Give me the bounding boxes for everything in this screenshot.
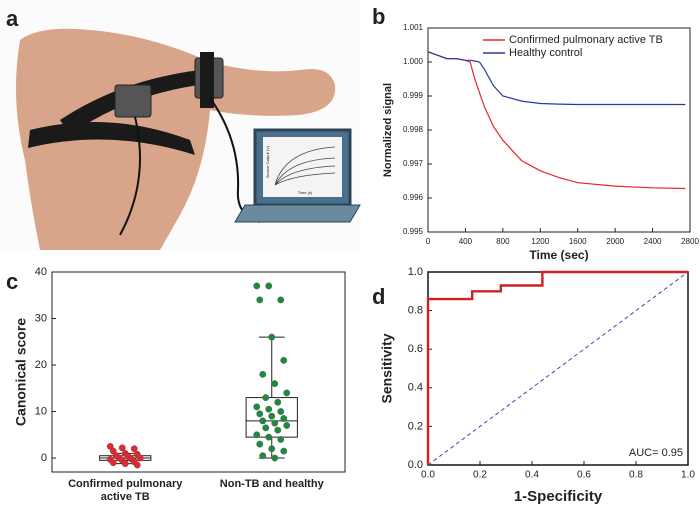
screen-y-label: Sensor Output (V): [265, 145, 270, 178]
x-tick-label: 0: [426, 237, 431, 246]
data-point: [118, 444, 126, 452]
data-point: [265, 433, 273, 441]
y-tick-label: 0: [41, 452, 47, 464]
data-point: [259, 452, 267, 460]
legend-label: Healthy control: [509, 47, 582, 59]
x-tick-label: 1.0: [681, 470, 695, 481]
data-point: [259, 370, 267, 378]
data-point: [265, 282, 273, 290]
category-label: Non-TB and healthy: [219, 478, 324, 490]
y-tick-label: 10: [35, 405, 47, 417]
y-tick-label: 40: [35, 266, 47, 278]
data-point: [259, 417, 267, 425]
data-point: [130, 445, 138, 453]
y-axis-label: Canonical score: [13, 318, 29, 426]
data-point: [274, 398, 282, 406]
data-point: [280, 356, 288, 364]
y-tick-label: 0.8: [408, 305, 423, 317]
reference-diagonal: [427, 271, 689, 466]
x-tick-label: 2400: [644, 237, 662, 246]
data-point: [271, 419, 279, 427]
y-tick-label: 0.6: [408, 343, 423, 355]
x-tick-label: 0.4: [525, 470, 539, 481]
data-point: [109, 459, 117, 467]
series-line: [427, 51, 686, 106]
data-point: [133, 461, 141, 469]
y-tick-label: 30: [35, 312, 47, 324]
x-tick-label: 800: [496, 237, 510, 246]
data-point: [253, 282, 261, 290]
annotation: AUC= 0.95: [629, 447, 683, 459]
data-point: [277, 436, 285, 443]
data-point: [256, 410, 264, 418]
x-tick-label: 1200: [531, 237, 549, 246]
x-tick-label: 0.8: [629, 470, 643, 481]
x-tick-label: 0.0: [421, 470, 435, 481]
panel-label: d: [372, 284, 385, 309]
y-tick-label: 20: [35, 359, 47, 371]
y-tick-label: 0.2: [408, 420, 423, 432]
y-tick-label: 0.995: [403, 227, 424, 236]
data-point: [253, 431, 261, 439]
y-tick-label: 1.0: [408, 266, 423, 278]
screen-x-label: Time (s): [298, 190, 313, 195]
panel-label: b: [372, 4, 385, 29]
data-point: [268, 445, 276, 453]
panel-label: c: [6, 269, 18, 294]
data-point: [262, 424, 270, 432]
plot-frame: [51, 271, 346, 473]
data-point: [256, 440, 264, 448]
y-tick-label: 0.4: [408, 382, 423, 394]
y-tick-label: 1.000: [403, 57, 424, 66]
data-point: [271, 454, 279, 462]
x-axis-label: 1-Specificity: [514, 488, 603, 505]
data-point: [277, 408, 285, 415]
data-point: [283, 389, 291, 397]
data-point: [283, 422, 291, 429]
panel-label: a: [6, 6, 19, 31]
data-point: [280, 415, 288, 422]
data-point: [256, 296, 264, 304]
data-point: [136, 454, 144, 462]
legend-label: Confirmed pulmonary active TB: [509, 34, 663, 46]
y-tick-label: 0.997: [403, 159, 424, 168]
x-tick-label: 2800: [681, 237, 699, 246]
y-tick-label: 0.998: [403, 125, 424, 134]
data-point: [271, 380, 279, 388]
x-axis-label: Time (sec): [529, 248, 588, 262]
x-tick-label: 1600: [569, 237, 587, 246]
data-point: [274, 426, 282, 434]
data-point: [265, 405, 273, 413]
data-point: [280, 447, 288, 455]
x-tick-label: 2000: [606, 237, 624, 246]
data-point: [268, 412, 276, 420]
y-axis-label: Sensitivity: [379, 333, 395, 403]
series-line: [427, 51, 686, 190]
x-tick-label: 400: [459, 237, 473, 246]
y-tick-label: 0.0: [408, 459, 423, 471]
y-tick-label: 0.999: [403, 91, 424, 100]
data-point: [277, 296, 285, 304]
y-axis-label: Normalized signal: [382, 83, 394, 177]
data-point: [253, 403, 261, 411]
x-tick-label: 0.6: [577, 470, 591, 481]
x-tick-label: 0.2: [473, 470, 487, 481]
y-tick-label: 1.001: [403, 23, 424, 32]
series-line: [426, 270, 688, 465]
photo: Sensor Output (V) Time (s): [0, 0, 361, 250]
data-point: [268, 333, 276, 341]
category-label: Confirmed pulmonary active TB: [68, 478, 183, 503]
data-point: [121, 460, 129, 468]
data-point: [262, 394, 270, 401]
y-tick-label: 0.996: [403, 193, 424, 202]
